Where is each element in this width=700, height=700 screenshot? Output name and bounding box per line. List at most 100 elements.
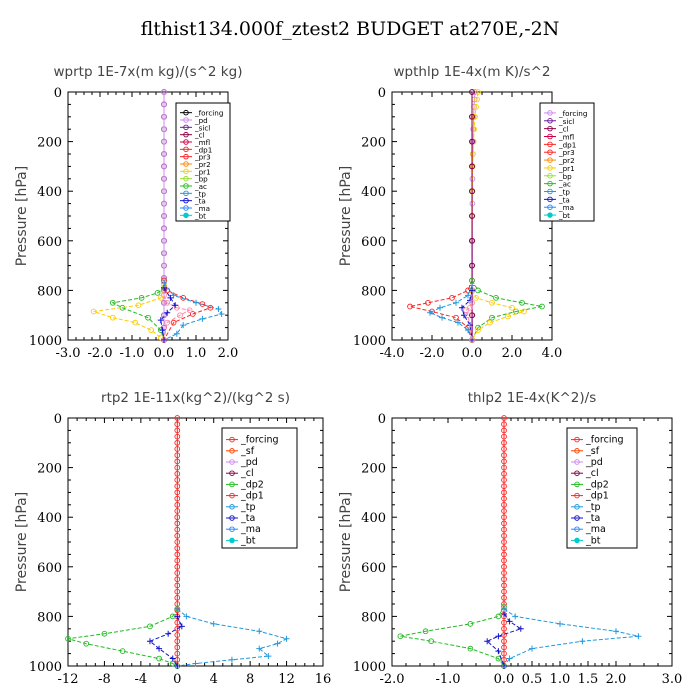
data-point [161, 299, 167, 306]
data-point [501, 551, 507, 558]
x-tick-label: -4.0 [379, 346, 404, 361]
series-line-bp [465, 302, 473, 341]
y-tick-label: 600 [37, 235, 62, 250]
data-point [427, 309, 433, 316]
data-point [174, 638, 181, 645]
legend-label: _mfl [194, 138, 210, 147]
legend-label: _sicl [558, 117, 574, 126]
data-point [469, 213, 475, 219]
data-point [156, 655, 162, 662]
legend-marker [229, 481, 235, 488]
data-point [65, 635, 71, 642]
legend-marker [574, 492, 580, 499]
data-point [501, 557, 507, 564]
data-point [174, 520, 181, 527]
legend-label: _dp1 [194, 145, 212, 154]
data-point [473, 104, 479, 110]
data-point [469, 299, 475, 306]
data-point [174, 464, 181, 471]
legend-label: _ma [585, 524, 606, 535]
legend-label: _bp [558, 172, 572, 181]
x-tick-label: 3.0 [662, 672, 683, 687]
legend-marker [229, 515, 235, 521]
legend-label: _pd [585, 457, 603, 468]
data-point [138, 294, 145, 301]
legend-marker [183, 168, 189, 175]
y-tick-label: 200 [361, 462, 386, 477]
data-point [579, 638, 586, 645]
data-point [164, 319, 171, 326]
x-tick-label: 1.5 [578, 672, 599, 687]
legend-label: _ta [194, 197, 206, 206]
x-tick-label: 0.0 [462, 346, 483, 361]
data-point [174, 570, 181, 576]
data-point [161, 284, 167, 291]
data-point [465, 312, 471, 319]
x-tick-label: 0.0 [154, 346, 175, 361]
legend-marker [183, 124, 189, 131]
legend-label: _forcing [585, 435, 624, 446]
x-tick-label: 2.0 [218, 346, 239, 361]
legend-marker [183, 197, 189, 204]
legend-label: _bp [194, 175, 208, 184]
data-point [484, 638, 491, 645]
legend-marker [183, 153, 189, 160]
data-point [174, 594, 181, 601]
series-line-dp1 [67, 608, 178, 667]
data-point [174, 452, 181, 459]
series-line-ac [111, 280, 165, 341]
data-point [172, 302, 179, 309]
legend: _forcing_pd_sicl_cl_mfl_dp1_pr3_pr2_pr1_… [175, 102, 231, 222]
legend-marker [183, 183, 189, 189]
y-tick-label: 200 [37, 462, 62, 477]
data-point [161, 101, 167, 108]
data-point [455, 319, 461, 326]
legend-label: _cl [194, 131, 205, 140]
data-point [501, 644, 507, 651]
data-point [509, 304, 515, 311]
legend-label: _ta [240, 513, 255, 524]
data-point [469, 113, 475, 120]
data-point [174, 650, 181, 657]
data-point [147, 623, 153, 630]
data-point [501, 427, 507, 434]
data-point [161, 337, 167, 343]
data-point [174, 632, 181, 638]
legend-label: _sf [240, 446, 255, 457]
data-point [469, 188, 475, 195]
data-point [174, 625, 181, 632]
data-point [517, 625, 524, 632]
data-point [174, 563, 181, 570]
x-tick-label: -1.0 [435, 672, 460, 687]
data-point [174, 551, 181, 558]
data-point [169, 655, 176, 662]
legend-label: _tp [194, 189, 206, 198]
x-tick-label: -3.0 [55, 346, 80, 361]
legend-marker [183, 190, 189, 197]
legend-box [221, 427, 298, 549]
y-tick-label: 800 [361, 284, 386, 299]
legend-marker [183, 117, 189, 123]
data-point [161, 200, 167, 207]
y-tick-label: 600 [37, 561, 62, 576]
x-tick-label: 4 [210, 672, 218, 687]
data-point [180, 294, 187, 301]
data-point [174, 458, 181, 465]
data-point [422, 628, 429, 635]
data-point [521, 308, 527, 315]
data-point [164, 299, 171, 306]
legend-marker [547, 149, 553, 155]
data-point [186, 307, 193, 314]
data-point [156, 645, 163, 652]
data-point [174, 532, 181, 539]
data-point [519, 299, 525, 306]
y-tick-label: 0 [54, 412, 62, 427]
data-point [501, 495, 507, 502]
legend-label: _sf [585, 446, 600, 457]
data-point [161, 213, 167, 219]
legend-marker [547, 141, 553, 148]
data-point [199, 315, 206, 322]
legend-label: _forcing [558, 109, 587, 118]
legend-marker [229, 459, 235, 465]
